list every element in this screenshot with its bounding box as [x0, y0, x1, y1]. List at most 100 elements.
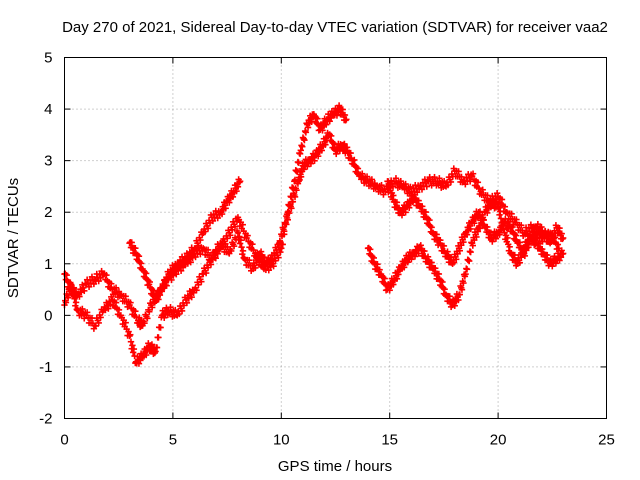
track-c-point	[137, 260, 145, 267]
track-a-point	[431, 173, 438, 181]
track-a-point	[115, 288, 123, 295]
track-b-point	[129, 342, 136, 349]
track-c-point	[150, 287, 157, 294]
track-e-point	[467, 225, 474, 233]
track-d-point	[370, 254, 378, 262]
track-a-point	[311, 157, 318, 164]
track-e-point	[460, 238, 467, 246]
track-b-point	[67, 281, 75, 288]
track-a-point	[141, 319, 148, 327]
track-d-point	[559, 250, 567, 257]
track-b-point	[291, 176, 299, 184]
track-d-point	[386, 287, 393, 294]
track-b-point	[249, 240, 256, 248]
track-a-point	[518, 222, 525, 229]
track-c-point	[226, 199, 233, 206]
track-d-point	[463, 266, 471, 273]
track-b-point	[227, 232, 234, 239]
track-c-point	[204, 225, 212, 232]
track-d-point	[549, 262, 556, 270]
track-e-point	[398, 211, 406, 219]
track-a-point	[475, 184, 483, 192]
track-d-point	[504, 234, 511, 242]
track-b-point	[70, 288, 78, 295]
track-b-point	[155, 334, 162, 341]
track-a-point	[90, 280, 98, 288]
track-c-point	[234, 183, 242, 190]
track-a-point	[423, 183, 430, 190]
track-b-point	[127, 331, 134, 338]
track-b-point	[280, 231, 288, 238]
track-b-point	[302, 129, 310, 136]
y-tick-label: 5	[44, 50, 52, 67]
track-a-point	[501, 203, 509, 210]
track-b-point	[167, 304, 174, 311]
track-a-point	[378, 181, 385, 189]
track-b-point	[188, 293, 195, 301]
track-e-point	[452, 256, 460, 263]
tick-labels: 0 5 10 15 20 25 -2 -1 0 1 2 3 4 5	[39, 50, 615, 449]
track-e-point	[521, 252, 529, 260]
y-tick-label: -1	[39, 359, 52, 376]
track-b-point	[290, 185, 297, 193]
track-b-point	[254, 249, 261, 256]
track-b-point	[293, 168, 301, 175]
track-a-point	[238, 243, 245, 251]
track-e-point	[426, 216, 433, 224]
track-c-point	[155, 296, 162, 303]
track-b-point	[122, 319, 129, 326]
track-d-point	[441, 286, 448, 293]
track-a-point	[239, 247, 247, 255]
track-b-point	[198, 278, 205, 285]
track-a-point	[554, 241, 562, 248]
track-c-point	[146, 278, 153, 286]
track-c-point	[175, 263, 183, 270]
track-b-point	[258, 258, 266, 265]
track-b-point	[153, 344, 161, 351]
track-b-point	[270, 262, 277, 270]
y-tick-label: 2	[44, 204, 52, 221]
track-c-point	[180, 260, 188, 268]
track-a-point	[462, 181, 469, 188]
y-tick-label: 4	[44, 101, 52, 118]
track-e-point	[471, 220, 478, 227]
y-tick-label: 0	[44, 307, 52, 324]
track-a-point	[455, 168, 462, 175]
track-a-point	[359, 170, 366, 177]
track-d-point	[516, 259, 523, 266]
track-d-point	[465, 257, 473, 265]
track-e-point	[386, 180, 393, 188]
track-e-point	[496, 231, 503, 238]
track-b-point	[137, 357, 144, 364]
track-d-point	[462, 270, 469, 278]
track-a-point	[368, 176, 376, 183]
track-c-point	[190, 250, 197, 257]
track-b-point	[327, 114, 335, 122]
track-a-point	[397, 177, 404, 185]
track-a-point	[479, 186, 486, 193]
track-a-point	[371, 180, 378, 187]
track-c-point	[142, 270, 150, 277]
track-a-point	[498, 196, 506, 203]
track-c-point	[185, 256, 192, 263]
track-d-point	[469, 242, 477, 249]
track-b-point	[115, 306, 123, 314]
track-a-point	[246, 257, 253, 264]
track-a-point	[95, 277, 102, 285]
track-a-point	[508, 210, 515, 218]
track-d-point	[556, 257, 563, 264]
track-a-point	[146, 308, 153, 315]
track-a-point	[103, 271, 110, 279]
track-b-point	[64, 294, 72, 301]
track-b-point	[95, 319, 102, 327]
track-b-point	[239, 221, 246, 228]
track-b-point	[284, 209, 292, 216]
track-a-point	[85, 283, 93, 291]
track-a-point	[252, 264, 259, 272]
track-a-point	[144, 315, 151, 322]
track-d-point	[460, 279, 467, 287]
track-b-point	[250, 246, 257, 254]
track-b-point	[343, 116, 350, 123]
track-e-point	[550, 235, 557, 242]
